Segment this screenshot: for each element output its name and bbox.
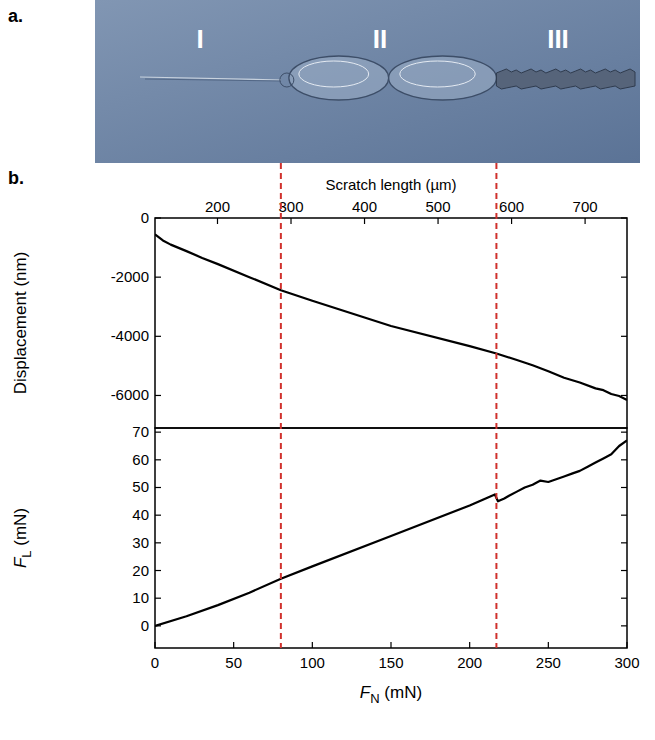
label-unit: (mN) — [11, 508, 30, 550]
blister — [280, 73, 294, 87]
y-tick — [621, 542, 627, 543]
plot-frame — [155, 218, 627, 428]
x2-tick-label: 700 — [573, 198, 598, 215]
y-tick-label: 40 — [132, 506, 149, 523]
x2-tick — [511, 218, 512, 224]
y-tick — [621, 277, 627, 278]
x2-tick-label: 600 — [499, 198, 524, 215]
boundary-line — [495, 163, 497, 648]
region-label: III — [547, 24, 569, 54]
boundary-line — [280, 163, 282, 648]
y-axis-title: Displacement (nm) — [11, 252, 30, 395]
y-tick-label: 70 — [132, 423, 149, 440]
y-tick — [155, 598, 161, 599]
x-tick — [626, 642, 627, 648]
y-tick — [155, 395, 161, 396]
blister-highlight — [400, 61, 475, 87]
blister — [389, 56, 497, 100]
blister — [289, 56, 389, 100]
y-tick — [155, 432, 161, 433]
scratch-track — [145, 79, 281, 81]
y-tick-label: -2000 — [111, 268, 149, 285]
x-tick-label: 250 — [536, 654, 561, 671]
y-tick — [621, 217, 627, 218]
y-tick — [621, 459, 627, 460]
x-tick — [548, 642, 549, 648]
x-tick-label: 300 — [614, 654, 639, 671]
x2-tick-label: 500 — [426, 198, 451, 215]
y-tick-label: 60 — [132, 451, 149, 468]
x2-tick — [584, 218, 585, 224]
y-tick — [621, 515, 627, 516]
region-label: II — [373, 24, 387, 54]
x-axis-title: FN (mN) — [360, 683, 422, 706]
region-label: I — [196, 24, 203, 54]
y-tick — [621, 625, 627, 626]
y-tick — [155, 459, 161, 460]
x-tick-label: 200 — [457, 654, 482, 671]
y-tick-label: -6000 — [111, 386, 149, 403]
x-tick — [233, 642, 234, 648]
x-tick-label: 50 — [225, 654, 242, 671]
y-tick-label: 0 — [141, 209, 149, 226]
label-unit: (mN) — [380, 683, 422, 702]
plot-area — [155, 234, 627, 400]
data-line — [155, 234, 627, 400]
y-tick-label: 50 — [132, 478, 149, 495]
x-tick — [469, 642, 470, 648]
y-tick — [155, 570, 161, 571]
x2-tick-label: 200 — [205, 198, 230, 215]
y-tick — [621, 336, 627, 337]
y-tick — [155, 515, 161, 516]
x2-axis-title: Scratch length (µm) — [325, 176, 456, 193]
y-tick — [621, 432, 627, 433]
y-tick — [155, 336, 161, 337]
x2-tick — [437, 218, 438, 224]
x-tick-label: 150 — [378, 654, 403, 671]
figure: IIIIIIa.b.0-2000-4000-600020030040050060… — [0, 0, 655, 740]
data-line — [155, 440, 627, 625]
panel-letter: a. — [8, 6, 23, 26]
y-tick — [621, 487, 627, 488]
y-tick-label: 0 — [141, 617, 149, 634]
y-tick-label: 20 — [132, 562, 149, 579]
debris — [496, 69, 635, 89]
x-tick-label: 100 — [300, 654, 325, 671]
x-tick — [390, 642, 391, 648]
y-tick — [621, 598, 627, 599]
y-tick-label: -4000 — [111, 327, 149, 344]
x2-tick — [290, 218, 291, 224]
y-tick — [621, 395, 627, 396]
scratch-track — [140, 77, 281, 80]
plot-frame — [155, 428, 627, 648]
x-tick-label: 0 — [151, 654, 159, 671]
label-subscript: N — [370, 691, 379, 706]
y-axis-title: FL (mN) — [11, 508, 34, 568]
plot-area — [155, 440, 627, 625]
y-tick — [621, 570, 627, 571]
y-tick-label: 30 — [132, 534, 149, 551]
label-subscript: L — [19, 550, 34, 557]
micrograph — [95, 0, 640, 163]
y-tick — [155, 277, 161, 278]
x2-tick — [364, 218, 365, 224]
blister-highlight — [299, 61, 369, 87]
y-tick — [155, 487, 161, 488]
x-tick — [312, 642, 313, 648]
x2-tick-label: 400 — [352, 198, 377, 215]
x2-tick — [217, 218, 218, 224]
y-tick — [155, 217, 161, 218]
x2-tick-label: 300 — [278, 198, 303, 215]
panel-letter: b. — [8, 168, 24, 188]
y-tick-label: 10 — [132, 589, 149, 606]
x-tick — [154, 642, 155, 648]
y-tick — [155, 542, 161, 543]
